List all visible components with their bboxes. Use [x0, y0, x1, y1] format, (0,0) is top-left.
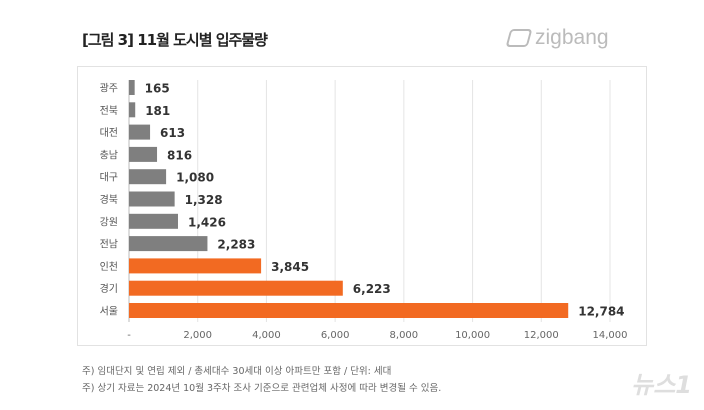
x-tick-label: 10,000	[455, 330, 490, 341]
bar	[129, 169, 167, 185]
value-label: 6,223	[353, 282, 391, 296]
news1-watermark: 뉴스1	[631, 371, 692, 399]
x-tick-label: 4,000	[252, 330, 281, 341]
value-label: 1,426	[188, 215, 226, 229]
category-label: 경기	[100, 282, 118, 295]
value-label: 816	[167, 148, 192, 162]
bar	[129, 280, 343, 296]
value-label: 613	[160, 126, 185, 140]
footnote-2: 주) 상기 자료는 2024년 10월 3주차 조사 기준으로 관련업체 사정에…	[82, 383, 442, 394]
category-label: 전북	[100, 105, 118, 117]
zigbang-logo: zigbang	[505, 26, 609, 50]
category-label: 경북	[100, 193, 118, 206]
value-label: 165	[145, 82, 170, 96]
x-tick-label: 8,000	[390, 330, 419, 341]
bar	[129, 102, 136, 118]
bar	[129, 124, 151, 140]
value-label: 3,845	[271, 260, 309, 274]
bar	[129, 80, 135, 95]
chart-title: [그림 3] 11월 도시별 입주물량	[82, 31, 268, 49]
category-label: 대구	[100, 172, 118, 184]
value-label: 12,784	[578, 305, 624, 319]
category-label: 강원	[100, 216, 118, 228]
category-label: 서울	[100, 306, 118, 318]
bar	[129, 236, 208, 252]
value-label: 1,080	[176, 171, 214, 185]
bar	[129, 303, 569, 318]
value-label: 181	[145, 104, 170, 118]
footnote-1: 주) 임대단지 및 연립 제외 / 총세대수 30세대 이상 아파트만 포함 /…	[82, 366, 392, 377]
bar	[129, 213, 178, 229]
category-label: 광주	[100, 83, 118, 95]
x-tick-label: 12,000	[524, 330, 559, 341]
category-label: 인천	[100, 261, 118, 273]
value-label: 2,283	[217, 238, 255, 252]
category-label: 전남	[100, 239, 118, 251]
bar	[129, 191, 175, 207]
category-label: 충남	[100, 149, 118, 161]
x-tick-label: 6,000	[321, 330, 350, 341]
x-tick-label: -	[127, 330, 131, 341]
value-label: 1,328	[185, 193, 223, 207]
x-tick-label: 2,000	[183, 330, 212, 341]
bar	[129, 146, 158, 162]
x-tick-label: 14,000	[593, 330, 628, 341]
category-label: 대전	[100, 127, 118, 139]
bar	[129, 258, 262, 274]
